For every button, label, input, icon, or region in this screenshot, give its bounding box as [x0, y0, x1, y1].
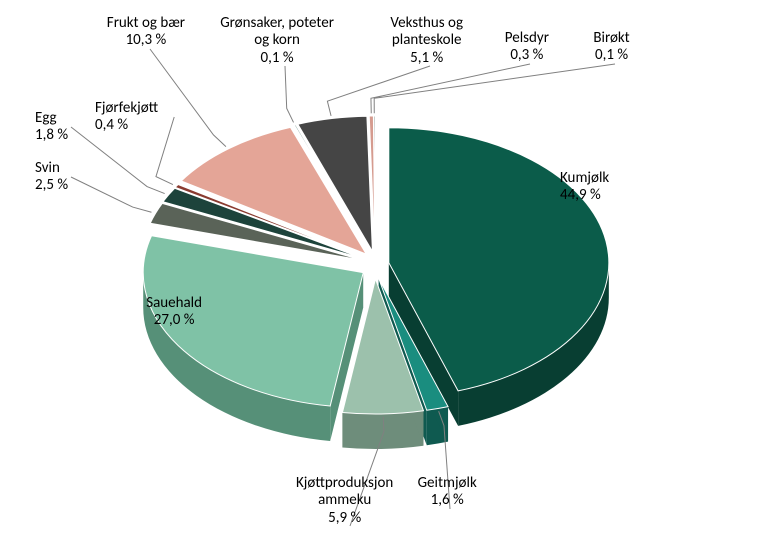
- slice-label: Grønsaker, poteter og korn 0,1 %: [220, 15, 334, 67]
- slice-label: Kjøttproduksjon ammeku 5,9 %: [296, 475, 393, 527]
- leader-line: [150, 49, 226, 147]
- slice-label: Kumjølk 44,9 %: [560, 170, 609, 205]
- slice-side: [342, 411, 423, 449]
- slice-label: Fjørfekjøtt 0,4 %: [95, 100, 158, 135]
- slice-label: Svin 2,5 %: [35, 160, 68, 195]
- leader-line: [371, 64, 530, 113]
- slice-label: Frukt og bær 10,3 %: [107, 15, 185, 50]
- slice-label: Sauehald 27,0 %: [146, 295, 202, 330]
- slice-label: Veksthus og planteskole 5,1 %: [390, 15, 463, 67]
- slice-label: Geitmjølk 1,6 %: [418, 475, 477, 510]
- slice-label: Birøkt 0,1 %: [593, 30, 629, 65]
- leader-line: [156, 117, 174, 185]
- slice-label: Pelsdyr 0,3 %: [505, 30, 549, 65]
- leader-line: [327, 66, 430, 116]
- slice-label: Egg 1,8 %: [35, 110, 68, 145]
- leader-line: [71, 177, 151, 212]
- leader-line: [285, 66, 294, 122]
- pie-chart: Kumjølk 44,9 % Geitmjølk 1,6 % Kjøttproduk…: [0, 0, 763, 560]
